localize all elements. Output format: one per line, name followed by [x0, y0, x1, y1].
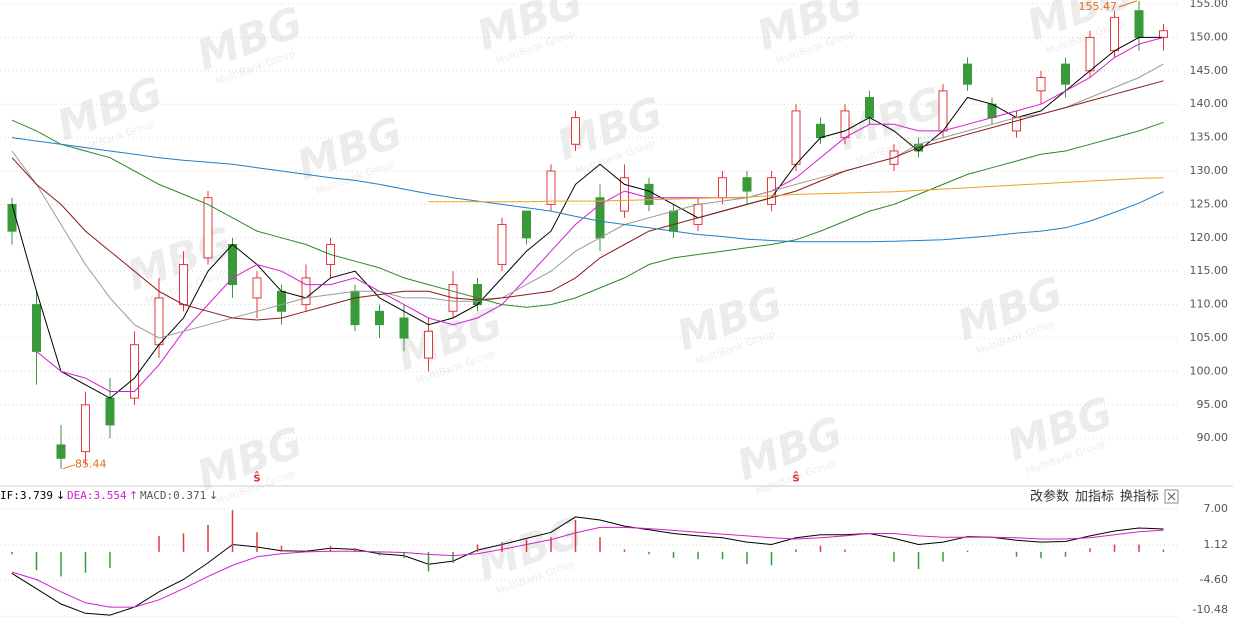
candle-body — [179, 264, 188, 306]
candle-body — [1061, 63, 1070, 85]
y-tick-label: 150.00 — [1190, 30, 1229, 43]
candle-body — [81, 404, 90, 453]
y-tick-label: 115.00 — [1190, 264, 1229, 277]
annotation-arrow — [1118, 0, 1138, 8]
y-tick-label: -10.48 — [1193, 603, 1228, 616]
y-tick-label: 1.12 — [1204, 538, 1229, 551]
y-tick-label: 120.00 — [1190, 231, 1229, 244]
y-tick-label: 125.00 — [1190, 197, 1229, 210]
close-icon[interactable] — [1164, 489, 1179, 504]
candle-body — [1110, 16, 1119, 52]
candle-body — [816, 123, 825, 139]
candle-body — [56, 444, 66, 459]
indicator-arrow: ↓ — [56, 489, 65, 502]
candle-body — [865, 97, 874, 119]
event-mark: ŝ — [792, 471, 799, 485]
candle-body — [595, 197, 605, 239]
candle-body — [571, 117, 580, 145]
candle-body — [130, 344, 139, 399]
y-tick-label: 155.00 — [1190, 0, 1229, 10]
moving-average-line — [11, 119, 1164, 308]
toolbar-button[interactable]: 加指标 — [1075, 490, 1114, 505]
candle-body — [301, 277, 311, 306]
y-tick-label: -4.60 — [1200, 573, 1228, 586]
y-tick-label: 100.00 — [1190, 364, 1229, 377]
indicator-arrow: ↑ — [129, 489, 138, 502]
y-tick-label: 7.00 — [1204, 502, 1229, 515]
y-tick-label: 105.00 — [1190, 331, 1229, 344]
candle-body — [644, 183, 654, 205]
y-tick-label: 130.00 — [1190, 164, 1229, 177]
candle-body — [840, 110, 850, 139]
macd-line — [11, 526, 1164, 608]
moving-average-line — [36, 36, 1164, 392]
candle-body — [693, 203, 703, 225]
candle-body — [938, 90, 948, 132]
candle-body — [1036, 76, 1046, 92]
candle-body — [1159, 30, 1168, 38]
indicator-label: DEA:3.554 — [67, 489, 127, 502]
moving-average-line — [11, 63, 1164, 339]
y-tick-label: 135.00 — [1190, 131, 1229, 144]
candle-body — [7, 203, 17, 232]
candle-body — [963, 63, 972, 85]
min-annotation: 85.44 — [75, 458, 107, 471]
candle-body — [105, 397, 115, 426]
moving-average-line — [11, 36, 1164, 399]
y-tick-label: 140.00 — [1190, 97, 1229, 110]
y-tick-label: 95.00 — [1197, 398, 1229, 411]
candle-body — [718, 177, 727, 199]
candle-body — [669, 210, 678, 232]
toolbar-button[interactable]: 改参数 — [1030, 489, 1069, 505]
candle-body — [742, 177, 752, 192]
indicator-arrow: ↓ — [209, 489, 218, 502]
max-annotation: 155.47 — [1079, 0, 1118, 13]
toolbar-button[interactable]: 换指标 — [1120, 490, 1159, 505]
candle-body — [424, 330, 433, 359]
moving-average-line — [11, 137, 1164, 243]
candle-body — [1012, 117, 1021, 132]
candle-body — [203, 197, 213, 259]
candle-body — [1134, 10, 1144, 38]
candle-body — [497, 223, 507, 266]
y-tick-label: 110.00 — [1190, 298, 1229, 311]
indicator-label: MACD:0.371 — [140, 489, 206, 502]
y-tick-label: 90.00 — [1197, 431, 1229, 444]
candle-body — [620, 177, 629, 212]
candle-body — [791, 110, 801, 165]
candle-body — [350, 290, 360, 326]
candle-body — [522, 210, 531, 239]
candle-body — [32, 304, 41, 352]
candle-body — [1085, 36, 1095, 72]
event-mark: ŝ — [253, 471, 260, 485]
candle-body — [252, 277, 262, 299]
annotation-arrow — [62, 464, 76, 470]
moving-average-line — [11, 80, 1164, 321]
candle-body — [277, 290, 286, 312]
y-tick-label: 145.00 — [1190, 64, 1229, 77]
candle-body — [399, 317, 409, 339]
candle-body — [546, 170, 556, 205]
moving-average-line — [428, 177, 1164, 203]
candle-body — [375, 310, 384, 326]
indicator-label: IF:3.739 — [0, 489, 53, 502]
